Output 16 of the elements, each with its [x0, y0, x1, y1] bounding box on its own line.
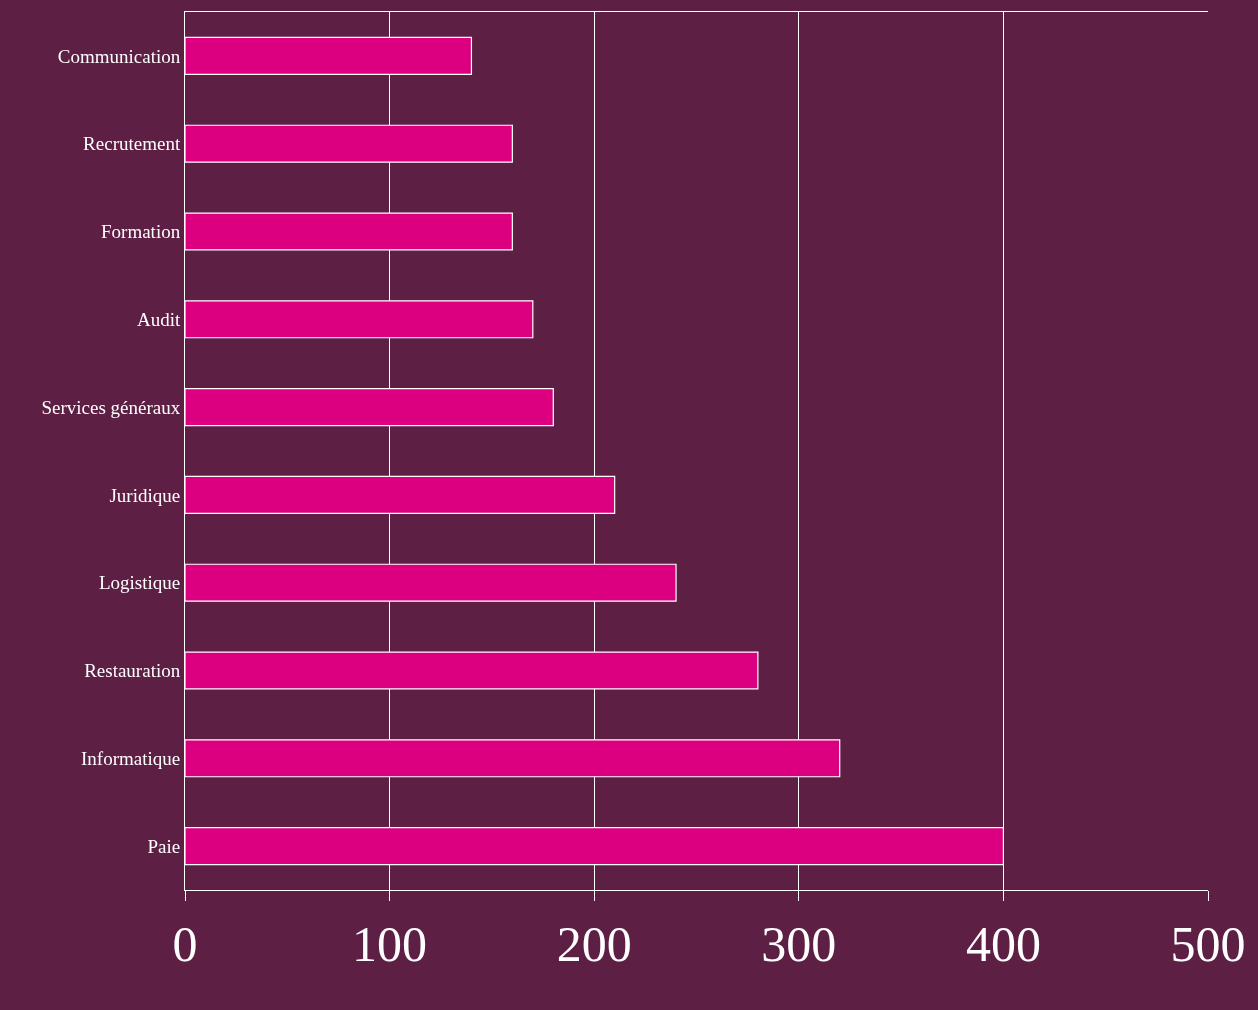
- y-tick-label: Juridique: [109, 484, 181, 506]
- x-tick-label: 0: [172, 916, 198, 972]
- x-tick-label: 100: [352, 916, 428, 972]
- y-tick-label: Formation: [101, 221, 181, 243]
- y-tick-label: Recrutement: [83, 133, 181, 155]
- x-tick-label: 400: [965, 916, 1041, 972]
- x-tick-label: 300: [761, 916, 837, 972]
- y-tick-label: Logistique: [98, 572, 181, 594]
- x-tick-label: 200: [556, 916, 632, 972]
- y-tick-label: Audit: [136, 308, 181, 330]
- y-tick-label: Informatique: [81, 747, 181, 769]
- y-tick-label: Restauration: [84, 660, 181, 682]
- x-tick-label: 500: [1170, 916, 1246, 972]
- y-tick-label: Paie: [147, 835, 181, 857]
- y-tick-label: Communication: [57, 45, 181, 67]
- y-tick-label: Services généraux: [41, 396, 181, 418]
